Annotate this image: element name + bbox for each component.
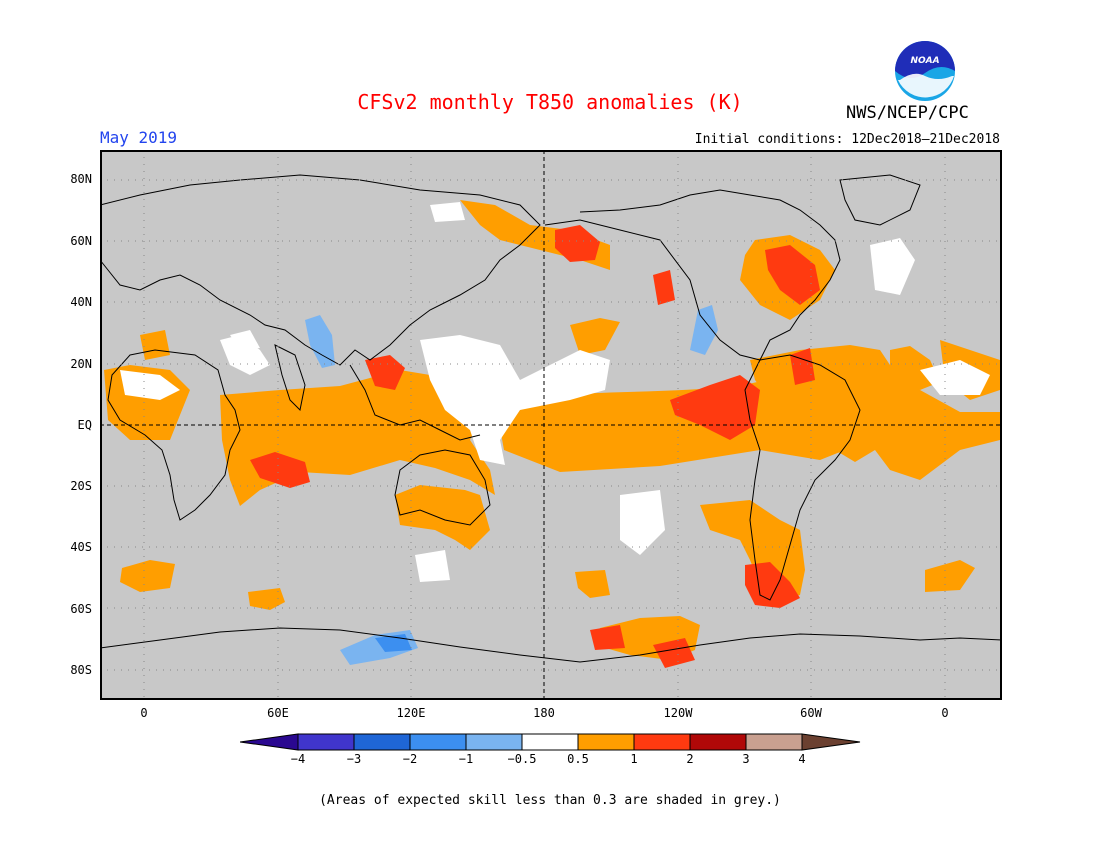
anomaly-region bbox=[765, 245, 820, 305]
cold-anomaly-regions bbox=[305, 305, 718, 665]
coastline-south-america bbox=[744, 354, 861, 601]
coastline-africa bbox=[107, 349, 241, 521]
coastline-eurasia bbox=[100, 174, 541, 366]
colorbar-tick: −1 bbox=[458, 752, 474, 766]
organization-label: NWS/NCEP/CPC bbox=[846, 103, 969, 123]
colorbar-tick: −3 bbox=[346, 752, 362, 766]
neutral-region bbox=[230, 330, 260, 350]
neutral-region bbox=[220, 335, 270, 375]
neutral-region bbox=[430, 202, 465, 222]
lat-label: 60N bbox=[70, 234, 92, 248]
colorbar-segment bbox=[689, 733, 747, 751]
forecast-month: May 2019 bbox=[100, 128, 178, 147]
colorbar-tick: −4 bbox=[290, 752, 306, 766]
anomaly-region bbox=[395, 485, 490, 550]
anomaly-region bbox=[745, 562, 800, 608]
anomaly-region bbox=[925, 560, 975, 592]
map-frame bbox=[100, 150, 1002, 700]
coastline-india bbox=[274, 344, 306, 412]
coastline-antarctica bbox=[100, 627, 1002, 663]
colorbar-tick: 3 bbox=[742, 752, 750, 766]
reference-lines bbox=[100, 150, 1002, 700]
colorbar-segment bbox=[409, 733, 467, 751]
coastline-greenland bbox=[839, 174, 921, 226]
neutral-region bbox=[620, 490, 665, 555]
neutral-region bbox=[420, 335, 610, 465]
neutral-region bbox=[415, 550, 450, 582]
lat-label: 80S bbox=[70, 663, 92, 677]
noaa-logo-icon: NOAA bbox=[895, 41, 955, 101]
colorbar-segment bbox=[297, 733, 355, 751]
lat-label: 80N bbox=[70, 172, 92, 186]
colorbar-tick: 2 bbox=[686, 752, 694, 766]
colorbar-tick: 0.5 bbox=[567, 752, 589, 766]
colorbar bbox=[240, 733, 861, 751]
anomaly-region bbox=[670, 375, 760, 440]
anomaly-region bbox=[555, 225, 600, 262]
anomaly-region bbox=[248, 588, 285, 610]
initial-conditions: Initial conditions: 12Dec2018–21Dec2018 bbox=[694, 132, 1000, 147]
colorbar-min-arrow bbox=[240, 733, 299, 751]
skill-note: (Areas of expected skill less than 0.3 a… bbox=[319, 793, 781, 808]
colorbar-tick: 1 bbox=[630, 752, 638, 766]
colorbar-segment bbox=[521, 733, 579, 751]
lon-label: 120W bbox=[663, 706, 693, 720]
svg-text:NOAA: NOAA bbox=[910, 56, 939, 66]
lon-label: 180 bbox=[533, 706, 555, 720]
neutral-region bbox=[870, 238, 915, 295]
lon-label: 60E bbox=[267, 706, 289, 720]
colorbar-tick: −2 bbox=[402, 752, 418, 766]
colorbar-tick: 4 bbox=[798, 752, 806, 766]
lon-label: 0 bbox=[140, 706, 148, 720]
colorbar-segment bbox=[353, 733, 411, 751]
lat-label: 20S bbox=[70, 479, 92, 493]
colorbar-max-arrow bbox=[801, 733, 861, 751]
coastline-north-america bbox=[544, 189, 841, 361]
neutral-regions bbox=[120, 202, 990, 582]
lon-label: 0 bbox=[941, 706, 949, 720]
chart-title: CFSv2 monthly T850 anomalies (K) bbox=[357, 90, 743, 114]
anomaly-map bbox=[100, 150, 1002, 700]
lon-label: 120E bbox=[396, 706, 426, 720]
lat-label: EQ bbox=[77, 418, 92, 432]
lat-label: 40N bbox=[70, 295, 92, 309]
anomaly-region bbox=[140, 330, 170, 360]
anomaly-region bbox=[653, 638, 695, 668]
anomaly-region bbox=[690, 305, 718, 355]
colorbar-segment bbox=[577, 733, 635, 751]
anomaly-region bbox=[250, 452, 310, 488]
graticule bbox=[100, 150, 1002, 700]
colorbar-segment bbox=[465, 733, 523, 751]
lat-label: 60S bbox=[70, 602, 92, 616]
lat-label: 20N bbox=[70, 357, 92, 371]
lat-label: 40S bbox=[70, 540, 92, 554]
neutral-region bbox=[120, 370, 180, 400]
anomaly-region bbox=[653, 270, 675, 305]
coastline-australia bbox=[394, 449, 491, 526]
colorbar-tick: −0.5 bbox=[507, 752, 537, 766]
anomaly-region bbox=[570, 318, 620, 355]
anomaly-region bbox=[305, 315, 335, 368]
anomaly-region bbox=[590, 625, 625, 650]
anomaly-region bbox=[575, 570, 610, 598]
colorbar-segment bbox=[745, 733, 803, 751]
anomaly-region bbox=[120, 560, 175, 592]
strong-warm-anomaly-regions bbox=[250, 225, 820, 668]
coastline-se-asia bbox=[349, 364, 481, 441]
colorbar-segment bbox=[633, 733, 691, 751]
coastlines bbox=[100, 174, 1002, 663]
neutral-region bbox=[920, 360, 990, 395]
lon-label: 60W bbox=[800, 706, 822, 720]
